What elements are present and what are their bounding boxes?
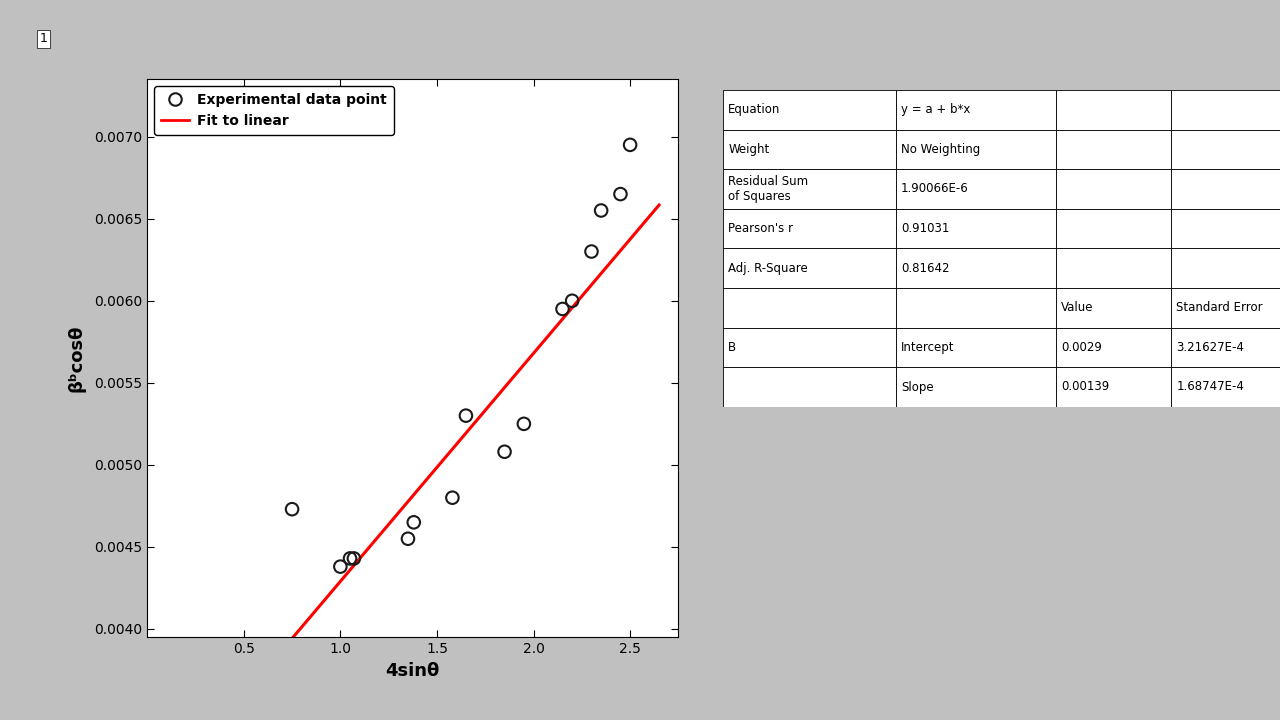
FancyBboxPatch shape bbox=[1056, 209, 1171, 248]
FancyBboxPatch shape bbox=[896, 328, 1056, 367]
Text: Pearson's r: Pearson's r bbox=[728, 222, 794, 235]
Text: Standard Error: Standard Error bbox=[1176, 301, 1263, 315]
Point bbox=[282, 503, 302, 515]
Text: 0.0029: 0.0029 bbox=[1061, 341, 1102, 354]
Text: y = a + b*x: y = a + b*x bbox=[901, 103, 970, 117]
Point bbox=[403, 516, 424, 528]
FancyBboxPatch shape bbox=[1056, 248, 1171, 288]
FancyBboxPatch shape bbox=[723, 130, 896, 169]
Text: 0.81642: 0.81642 bbox=[901, 261, 950, 275]
FancyBboxPatch shape bbox=[1056, 169, 1171, 209]
FancyBboxPatch shape bbox=[1056, 90, 1171, 130]
Point bbox=[456, 410, 476, 421]
FancyBboxPatch shape bbox=[896, 169, 1056, 209]
Text: 1.90066E-6: 1.90066E-6 bbox=[901, 182, 969, 196]
FancyBboxPatch shape bbox=[1171, 130, 1280, 169]
Text: 1: 1 bbox=[40, 32, 47, 45]
FancyBboxPatch shape bbox=[723, 209, 896, 248]
Point bbox=[611, 189, 631, 200]
Text: No Weighting: No Weighting bbox=[901, 143, 980, 156]
Point bbox=[398, 533, 419, 544]
FancyBboxPatch shape bbox=[723, 288, 896, 328]
Text: Residual Sum
of Squares: Residual Sum of Squares bbox=[728, 175, 809, 203]
Text: Equation: Equation bbox=[728, 103, 781, 117]
Point bbox=[339, 553, 360, 564]
Y-axis label: βᵇcosθ: βᵇcosθ bbox=[68, 325, 86, 392]
Text: Value: Value bbox=[1061, 301, 1093, 315]
Text: Adj. R-Square: Adj. R-Square bbox=[728, 261, 808, 275]
Point bbox=[620, 139, 640, 150]
Point bbox=[562, 295, 582, 307]
Point bbox=[581, 246, 602, 257]
Text: 1.68747E-4: 1.68747E-4 bbox=[1176, 380, 1244, 394]
FancyBboxPatch shape bbox=[723, 90, 896, 130]
FancyBboxPatch shape bbox=[1056, 367, 1171, 407]
Point bbox=[343, 553, 364, 564]
Legend: Experimental data point, Fit to linear: Experimental data point, Fit to linear bbox=[154, 86, 394, 135]
FancyBboxPatch shape bbox=[896, 130, 1056, 169]
FancyBboxPatch shape bbox=[723, 169, 896, 209]
Text: 3.21627E-4: 3.21627E-4 bbox=[1176, 341, 1244, 354]
FancyBboxPatch shape bbox=[1171, 169, 1280, 209]
Point bbox=[513, 418, 534, 430]
FancyBboxPatch shape bbox=[723, 367, 896, 407]
FancyBboxPatch shape bbox=[1171, 367, 1280, 407]
FancyBboxPatch shape bbox=[1171, 90, 1280, 130]
Point bbox=[330, 561, 351, 572]
FancyBboxPatch shape bbox=[1056, 130, 1171, 169]
Text: Intercept: Intercept bbox=[901, 341, 955, 354]
X-axis label: 4sinθ: 4sinθ bbox=[385, 662, 440, 680]
FancyBboxPatch shape bbox=[896, 90, 1056, 130]
Point bbox=[494, 446, 515, 457]
FancyBboxPatch shape bbox=[896, 367, 1056, 407]
FancyBboxPatch shape bbox=[1056, 288, 1171, 328]
Point bbox=[591, 204, 612, 216]
Text: 0.00139: 0.00139 bbox=[1061, 380, 1110, 394]
FancyBboxPatch shape bbox=[1171, 248, 1280, 288]
FancyBboxPatch shape bbox=[1171, 328, 1280, 367]
FancyBboxPatch shape bbox=[1056, 328, 1171, 367]
FancyBboxPatch shape bbox=[1171, 288, 1280, 328]
Text: Slope: Slope bbox=[901, 380, 933, 394]
Text: Weight: Weight bbox=[728, 143, 769, 156]
FancyBboxPatch shape bbox=[896, 248, 1056, 288]
FancyBboxPatch shape bbox=[723, 328, 896, 367]
FancyBboxPatch shape bbox=[896, 209, 1056, 248]
FancyBboxPatch shape bbox=[1171, 209, 1280, 248]
Text: 0.91031: 0.91031 bbox=[901, 222, 950, 235]
FancyBboxPatch shape bbox=[896, 288, 1056, 328]
Point bbox=[442, 492, 462, 503]
Text: B: B bbox=[728, 341, 736, 354]
FancyBboxPatch shape bbox=[723, 248, 896, 288]
Point bbox=[552, 303, 572, 315]
